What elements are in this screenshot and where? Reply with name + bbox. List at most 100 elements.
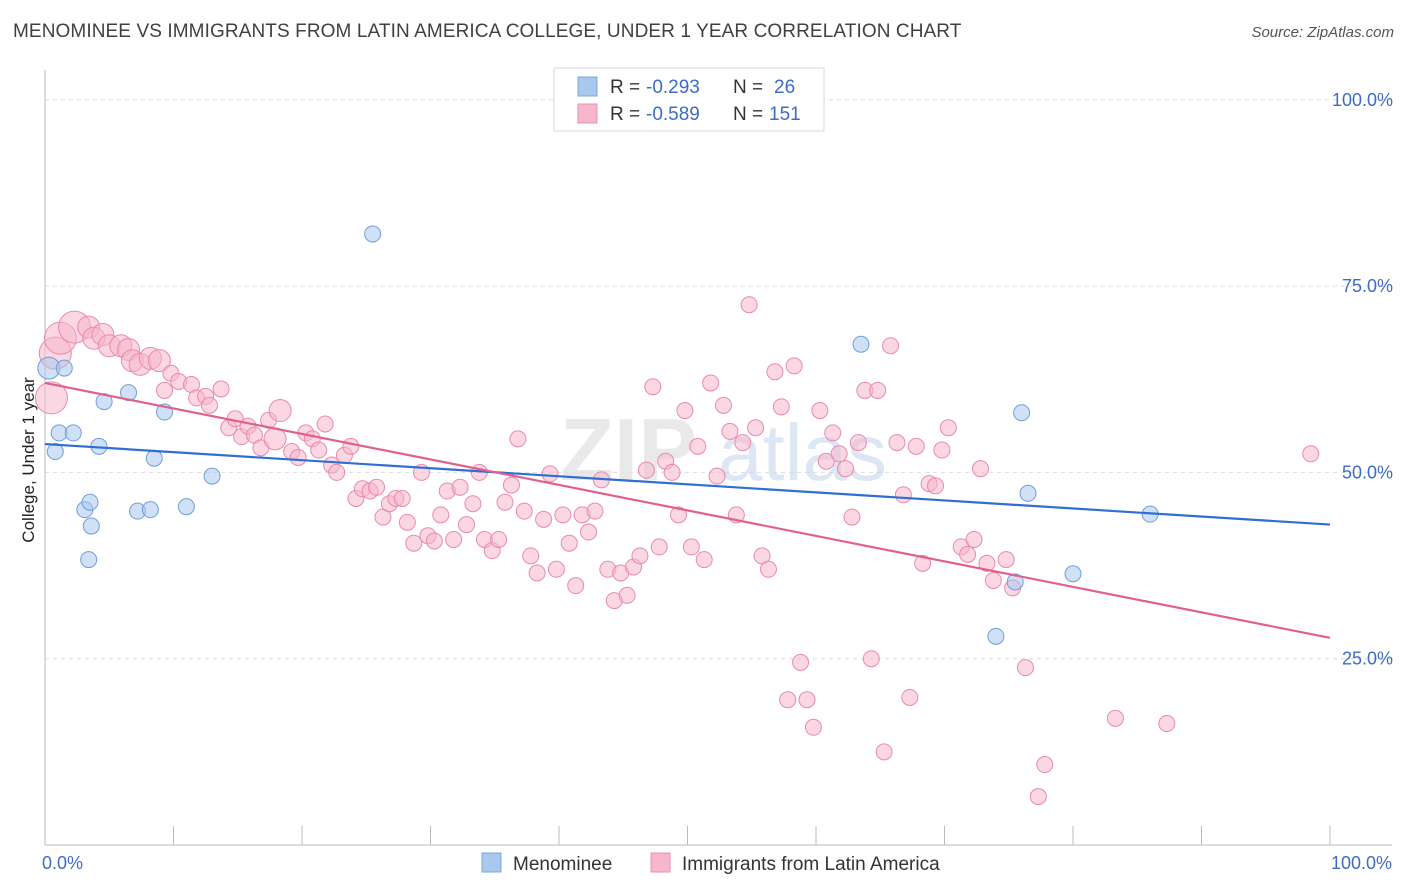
immigrants-point bbox=[714, 396, 732, 414]
x-axis-ticks bbox=[44, 826, 1331, 845]
immigrants-point bbox=[405, 534, 423, 552]
immigrants-point bbox=[541, 465, 559, 483]
legend-n-value-2: 151 bbox=[769, 104, 801, 125]
immigrants-point bbox=[328, 463, 346, 481]
menominee-point bbox=[203, 467, 221, 485]
immigrants-point bbox=[509, 430, 527, 448]
immigrants-point bbox=[631, 547, 649, 565]
immigrants-point bbox=[862, 650, 880, 668]
immigrants-point bbox=[560, 534, 578, 552]
immigrants-point bbox=[965, 530, 983, 548]
immigrants-point bbox=[445, 530, 463, 548]
bottom-legend-swatch-menominee bbox=[481, 852, 502, 873]
menominee-point bbox=[141, 501, 159, 519]
immigrants-point bbox=[644, 378, 662, 396]
immigrants-point bbox=[882, 337, 900, 355]
immigrants-point bbox=[212, 380, 230, 398]
menominee-point bbox=[120, 384, 138, 402]
bottom-legend-menominee: Menominee bbox=[513, 854, 612, 875]
menominee-point bbox=[64, 424, 82, 442]
immigrants-point bbox=[1029, 788, 1047, 806]
immigrants-point bbox=[522, 547, 540, 565]
immigrants-point bbox=[676, 402, 694, 420]
immigrants-point bbox=[837, 460, 855, 478]
immigrants-point bbox=[869, 381, 887, 399]
grid-lines bbox=[45, 99, 1392, 660]
bottom-legend-immigrants: Immigrants from Latin America bbox=[682, 854, 940, 875]
menominee-point bbox=[82, 517, 100, 535]
immigrants-point bbox=[342, 437, 360, 455]
immigrants-point bbox=[1106, 709, 1124, 727]
immigrants-point bbox=[393, 489, 411, 507]
menominee-point bbox=[145, 449, 163, 467]
immigrants-point bbox=[740, 296, 758, 314]
immigrants-point bbox=[432, 506, 450, 524]
immigrants-point bbox=[689, 437, 707, 455]
immigrants-point bbox=[637, 461, 655, 479]
immigrants-point bbox=[978, 554, 996, 572]
trend-lines bbox=[44, 381, 1331, 639]
immigrants-point bbox=[984, 571, 1002, 589]
immigrants-point bbox=[959, 545, 977, 563]
menominee-point bbox=[1013, 404, 1031, 422]
bottom-legend-swatch-immigrants bbox=[650, 852, 671, 873]
immigrants-point bbox=[939, 419, 957, 437]
immigrants-point bbox=[650, 538, 668, 556]
immigrants-point bbox=[682, 538, 700, 556]
menominee-point bbox=[81, 493, 99, 511]
legend-n-value-1: 26 bbox=[774, 77, 795, 98]
immigrants-point bbox=[316, 415, 334, 433]
immigrants-point bbox=[464, 495, 482, 513]
immigrants-point bbox=[34, 381, 68, 415]
chart-source: Source: ZipAtlas.com bbox=[1251, 24, 1394, 41]
immigrants-trend-line bbox=[44, 381, 1331, 639]
legend-n-label-2: N = bbox=[733, 104, 763, 125]
y-tick-label: 25.0% bbox=[1342, 649, 1393, 669]
immigrants-point bbox=[268, 399, 292, 423]
immigrants-point bbox=[747, 419, 765, 437]
immigrants-point bbox=[785, 357, 803, 375]
immigrants-point bbox=[663, 463, 681, 481]
immigrants-point bbox=[528, 564, 546, 582]
legend-r-value-2: -0.589 bbox=[646, 104, 700, 125]
immigrants-point bbox=[702, 374, 720, 392]
watermark-atlas: atlas bbox=[718, 408, 887, 497]
legend-r-label-1: R = bbox=[610, 77, 640, 98]
legend-swatch-immigrants bbox=[577, 103, 598, 124]
immigrants-point bbox=[759, 560, 777, 578]
immigrants-point bbox=[792, 653, 810, 671]
immigrants-point bbox=[425, 532, 443, 550]
immigrants-point bbox=[457, 516, 475, 534]
immigrants-point bbox=[567, 577, 585, 595]
series-legend: Menominee Immigrants from Latin America bbox=[481, 852, 940, 875]
menominee-point bbox=[55, 359, 73, 377]
chart-title: MENOMINEE VS IMMIGRANTS FROM LATIN AMERI… bbox=[13, 21, 962, 42]
immigrants-point bbox=[824, 424, 842, 442]
immigrants-point bbox=[289, 449, 307, 466]
immigrants-point bbox=[1016, 659, 1034, 677]
immigrants-point bbox=[586, 502, 604, 520]
immigrants-point bbox=[670, 506, 688, 524]
immigrants-point bbox=[721, 422, 739, 440]
immigrants-point bbox=[554, 506, 572, 524]
legend-swatch-menominee bbox=[577, 76, 598, 97]
immigrants-point bbox=[502, 476, 520, 494]
immigrants-point bbox=[779, 691, 797, 709]
menominee-point bbox=[987, 627, 1005, 645]
immigrants-point bbox=[547, 560, 565, 578]
menominee-point bbox=[50, 424, 68, 442]
immigrants-point bbox=[798, 691, 816, 709]
legend-n-label-1: N = bbox=[733, 77, 763, 98]
menominee-point bbox=[1019, 484, 1037, 502]
y-axis-tick-labels: 25.0% 50.0% 75.0% 100.0% bbox=[1332, 90, 1393, 669]
immigrants-point bbox=[618, 586, 636, 604]
immigrants-point bbox=[817, 452, 835, 470]
immigrants-point bbox=[515, 502, 533, 520]
stats-legend-box bbox=[553, 67, 825, 132]
immigrants-point bbox=[708, 467, 726, 485]
immigrants-point bbox=[490, 530, 508, 548]
menominee-point bbox=[364, 225, 382, 243]
menominee-point bbox=[80, 551, 98, 569]
immigrants-point bbox=[1158, 715, 1176, 733]
immigrants-point bbox=[1302, 445, 1320, 463]
